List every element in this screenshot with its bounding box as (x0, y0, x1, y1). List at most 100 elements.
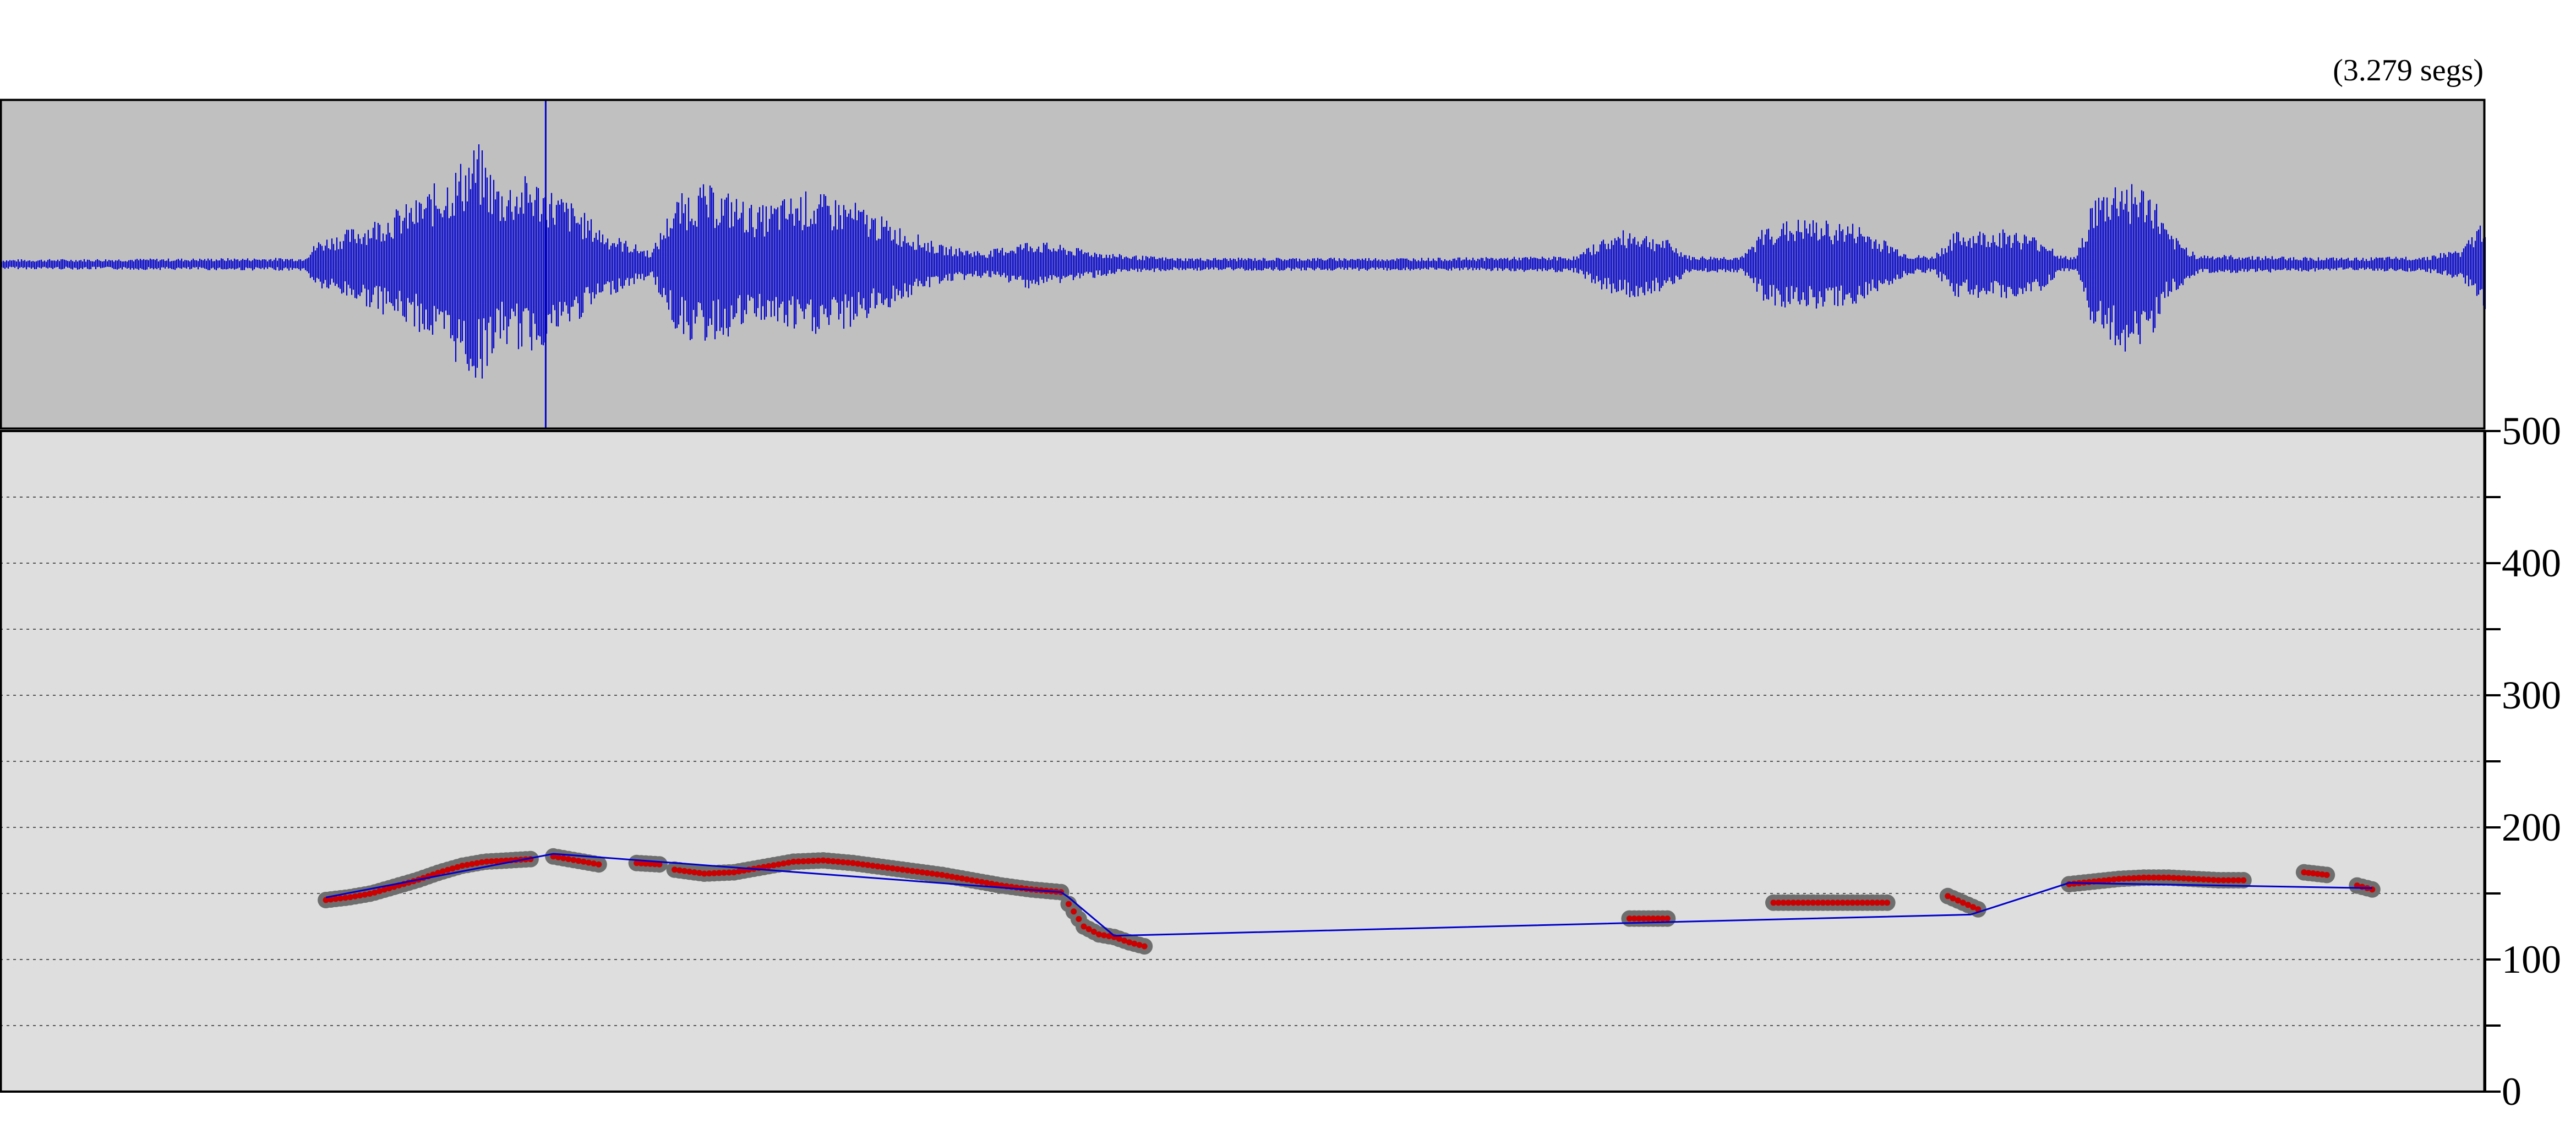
pitch-point (815, 857, 822, 864)
pitch-point (865, 862, 871, 868)
pitch-point (1790, 900, 1797, 906)
pitch-point (919, 869, 926, 876)
pitch-point (1945, 893, 1951, 900)
pitch-point (372, 889, 378, 896)
pitch-point (2230, 877, 2237, 884)
pitch-point (575, 858, 582, 864)
pitch-point (989, 880, 995, 887)
y-tick-label: 400 (2502, 541, 2561, 585)
pitch-point (362, 891, 368, 898)
pitch-point (969, 877, 975, 884)
pitch-point (444, 866, 451, 873)
pitch-point (454, 864, 461, 870)
pitch-point (2319, 871, 2326, 877)
pitch-point (810, 858, 817, 864)
pitch-point (840, 859, 847, 865)
pitch-point (2195, 876, 2202, 882)
pitch-point (1071, 908, 1077, 915)
pitch-point (1879, 900, 1886, 906)
pitch-point (2131, 875, 2137, 881)
pitch-point (855, 860, 861, 867)
pitch-point (964, 876, 970, 882)
pitch-point (2359, 884, 2365, 890)
pitch-point (1775, 900, 1782, 906)
pitch-point (1080, 923, 1087, 930)
pitch-point (889, 865, 896, 871)
pitch-point (954, 874, 960, 881)
pitch-point (440, 868, 446, 875)
pitch-point (1869, 900, 1876, 906)
pitch-point (1626, 915, 1633, 922)
pitch-point (469, 861, 476, 867)
pitch-point (686, 868, 692, 875)
pitch-point (1960, 900, 1966, 906)
pitch-point (731, 869, 737, 876)
pitch-point (2170, 875, 2177, 881)
pitch-y-axis: 0 100 200 300 400 500 (2484, 409, 2561, 1114)
pitch-point (2301, 869, 2307, 876)
pitch-point (580, 858, 587, 865)
pitch-point (701, 870, 707, 877)
pitch-point (899, 866, 906, 873)
pitch-point (1141, 943, 1148, 950)
pitch-point (2315, 871, 2321, 877)
pitch-point (1815, 900, 1821, 906)
pitch-point (337, 895, 344, 902)
pitch-point (555, 854, 561, 860)
pitch-point (2095, 877, 2102, 884)
pitch-point (478, 859, 485, 865)
pitch-point (885, 864, 891, 871)
pitch-point (1660, 915, 1666, 922)
pitch-point (493, 858, 500, 864)
pitch-point (974, 878, 980, 885)
pitch-point (1844, 900, 1851, 906)
pitch-point (585, 859, 592, 866)
pitch-point (2240, 877, 2247, 884)
waveform-frame (0, 99, 2486, 430)
pitch-point (949, 874, 956, 880)
pitch-point (894, 866, 901, 873)
pitch-point (904, 867, 911, 874)
pitch-point (1835, 900, 1841, 906)
pitch-point (342, 895, 348, 901)
pitch-point (1950, 895, 1956, 902)
pitch-point (880, 864, 886, 870)
pitch-point (676, 867, 683, 874)
pitch-point (1655, 915, 1661, 922)
pitch-point (944, 873, 951, 879)
pitch-point (1825, 900, 1831, 906)
pitch-point (570, 857, 577, 863)
pitch-point (716, 870, 722, 876)
pitch-point (909, 868, 916, 874)
pitch-point (2225, 877, 2232, 884)
pitch-point (2323, 871, 2330, 878)
pitch-point (1631, 915, 1638, 922)
pitch-point (696, 870, 702, 876)
pitch-point (464, 862, 471, 868)
pitch-point (994, 881, 1000, 888)
pitch-point (959, 875, 965, 882)
pitch-point (820, 857, 827, 864)
pitch-point (2160, 874, 2167, 881)
pitch-point (652, 861, 658, 868)
pitch-point (934, 871, 941, 877)
pitch-point (347, 894, 353, 901)
pitch-point (1136, 942, 1143, 948)
pitch-point (498, 858, 505, 864)
pitch-point (875, 863, 881, 870)
pitch-point (726, 869, 732, 876)
pitch-point (2165, 874, 2172, 881)
pitch-point (870, 863, 876, 869)
pitch-point (771, 862, 777, 869)
pitch-point (2151, 874, 2157, 881)
pitch-point (2111, 876, 2117, 883)
pitch-point (790, 858, 797, 865)
pitch-point (1800, 900, 1807, 906)
pitch-point (2121, 875, 2127, 882)
pitch-point (1780, 900, 1787, 906)
pitch-point (1650, 915, 1656, 922)
pitch-point (2155, 874, 2162, 881)
pitch-point (1645, 915, 1652, 922)
pitch-point (642, 860, 649, 867)
pitch-point (2215, 877, 2222, 884)
